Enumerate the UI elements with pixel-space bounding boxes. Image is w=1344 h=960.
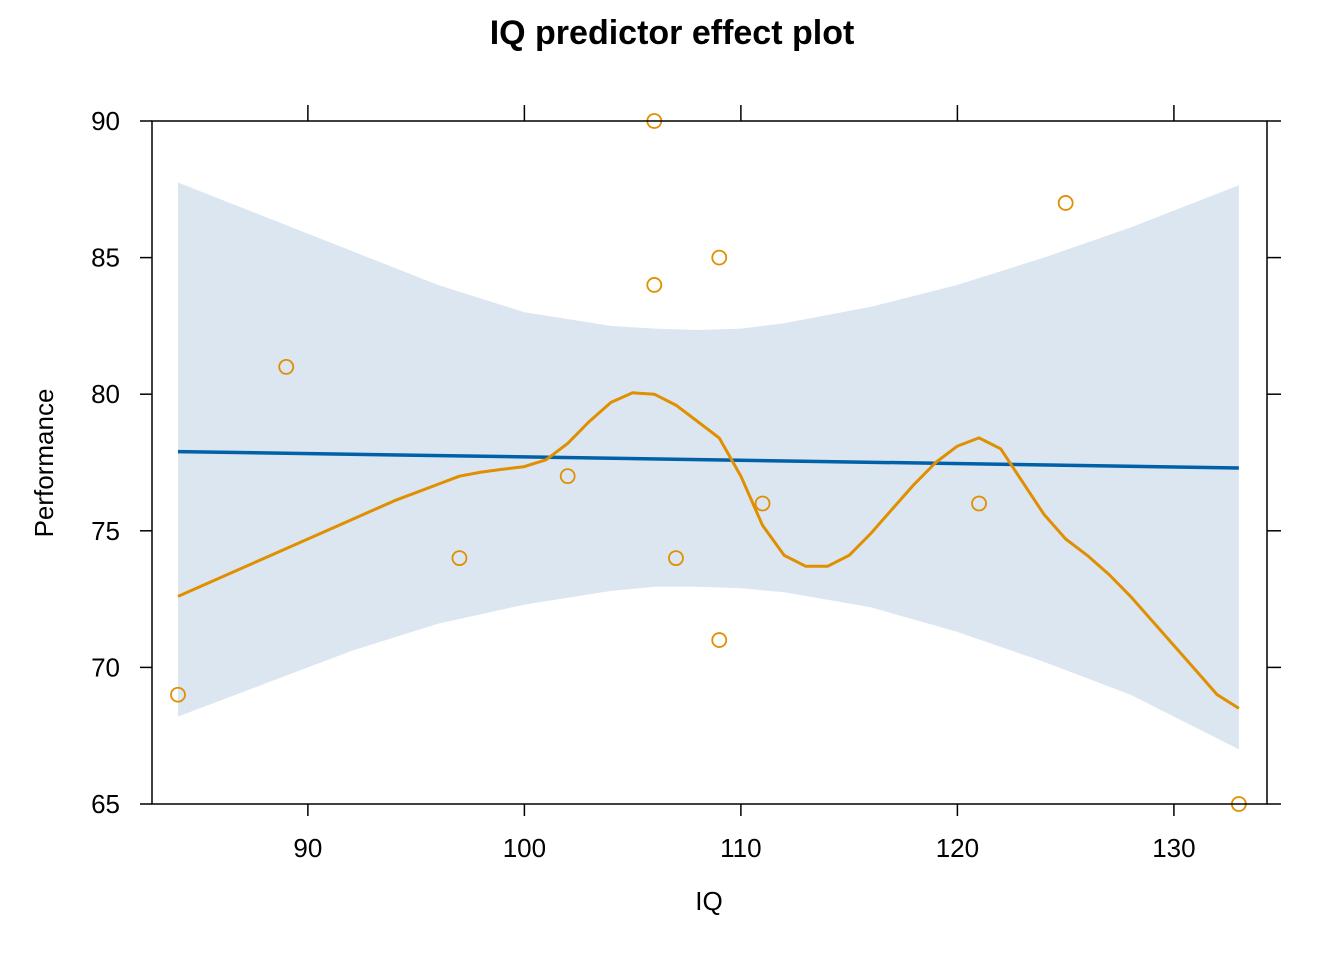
data-point	[711, 632, 728, 648]
smooth-line	[177, 391, 1240, 710]
y-tick-label: 80	[91, 379, 120, 409]
y-axis-label: Performance	[29, 389, 59, 538]
x-tick-label: 120	[936, 833, 979, 863]
data-point	[971, 495, 987, 512]
x-tick-label: 100	[503, 833, 546, 863]
data-point	[1057, 195, 1074, 211]
y-tick-label: 65	[91, 789, 120, 819]
data-point	[559, 468, 576, 485]
data-point	[754, 495, 771, 512]
plot-area: 90 100 110 120 130 65 70 75 80 85 90	[91, 105, 1281, 863]
plot-frame	[151, 120, 1268, 805]
y-tick-label: 85	[91, 243, 120, 273]
data-point	[711, 249, 728, 266]
confidence-band	[178, 182, 1239, 750]
data-point	[668, 550, 684, 567]
x-tick-label: 110	[720, 833, 761, 863]
x-tick-label: 90	[293, 833, 322, 863]
data-point	[646, 277, 663, 293]
x-tick-label: 130	[1152, 833, 1195, 863]
y-tick-label: 75	[91, 516, 120, 546]
x-axis-label: IQ	[695, 886, 722, 916]
fit-line	[177, 449, 1239, 470]
y-tick-label: 70	[91, 652, 120, 682]
y-tick-label: 90	[91, 106, 120, 136]
data-point	[278, 358, 295, 375]
data-point	[170, 686, 186, 703]
chart-title: IQ predictor effect plot	[490, 14, 855, 52]
data-point	[451, 550, 468, 567]
